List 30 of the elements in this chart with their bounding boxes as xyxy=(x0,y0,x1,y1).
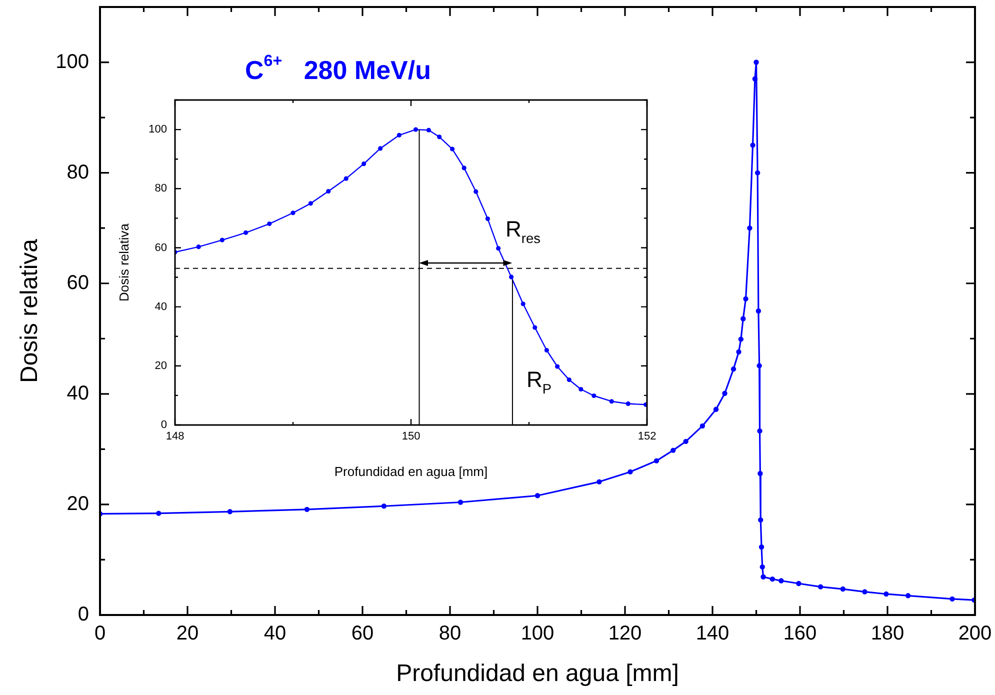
y-tick-label: 100 xyxy=(148,124,167,136)
x-tick-label: 0 xyxy=(94,622,106,645)
y-tick-label: 60 xyxy=(66,272,89,294)
x-tick-label: 160 xyxy=(783,622,817,645)
y-tick-label: 100 xyxy=(56,50,89,73)
x-axis-title: Profundidad en agua [mm] xyxy=(396,660,679,688)
y-tick-label: 0 xyxy=(160,419,167,432)
x-tick-label: 152 xyxy=(638,430,656,443)
x-tick-label: 20 xyxy=(176,622,199,645)
x-tick-label: 200 xyxy=(958,622,992,645)
y-axis-title: Dosis relativa xyxy=(116,222,132,302)
x-tick-label: 80 xyxy=(438,622,462,645)
y-axis-title: Dosis relativa xyxy=(16,238,44,384)
x-tick-label: 140 xyxy=(696,622,730,645)
x-tick-label: 148 xyxy=(166,430,184,443)
y-tick-label: 60 xyxy=(154,242,167,254)
y-tick-label: 80 xyxy=(154,182,167,195)
x-tick-label: 180 xyxy=(870,622,904,645)
y-tick-label: 40 xyxy=(154,300,167,313)
x-tick-label: 60 xyxy=(351,622,374,645)
y-tick-label: 80 xyxy=(66,161,89,184)
x-tick-label: 100 xyxy=(520,622,554,645)
x-tick-label: 120 xyxy=(608,622,642,645)
y-tick-label: 20 xyxy=(66,492,89,515)
x-tick-label: 150 xyxy=(402,430,420,443)
x-tick-label: 40 xyxy=(264,622,286,645)
y-tick-label: 0 xyxy=(78,604,89,626)
y-tick-label: 20 xyxy=(154,360,167,372)
y-tick-label: 40 xyxy=(66,382,89,404)
x-axis-title: Profundidad en agua [mm] xyxy=(334,464,488,479)
